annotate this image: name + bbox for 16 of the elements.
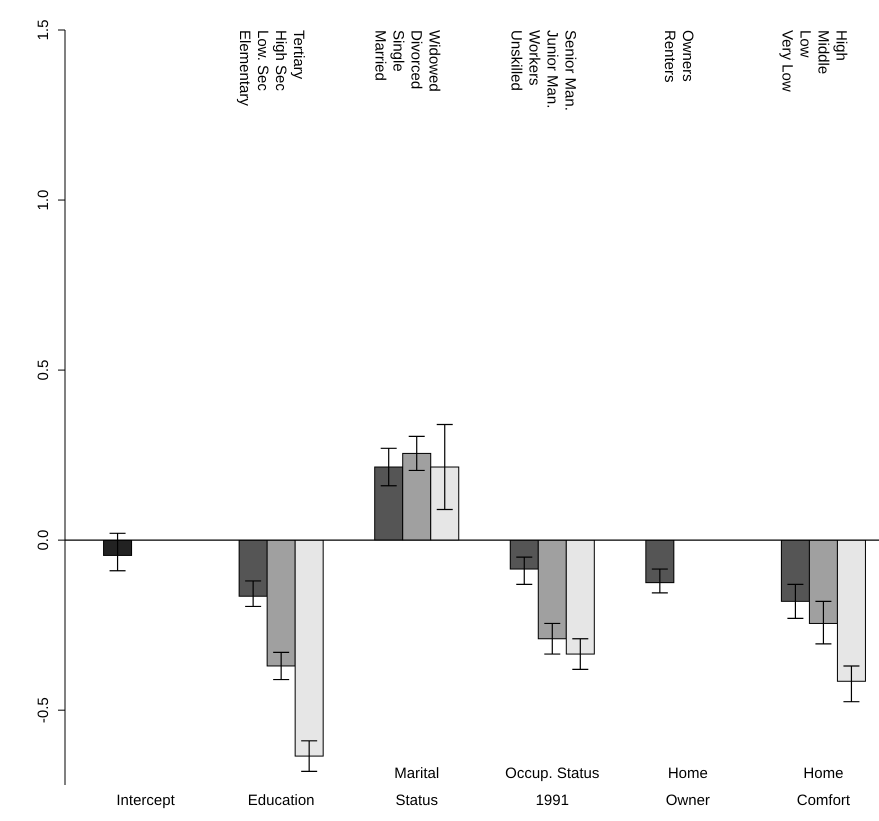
- x-tick-label: Home Comfort: [796, 765, 851, 809]
- y-tick-label: -0.5: [35, 697, 52, 724]
- annotation: Owners Renters: [660, 30, 696, 83]
- x-tick-label: Education: [248, 792, 315, 809]
- annotation: Tertiary High Sec Low. Sec Elementary: [236, 30, 308, 106]
- annotation: Senior Man. Junior Man. Workers Unskilled: [507, 30, 578, 111]
- y-tick-label: 1.0: [35, 190, 52, 210]
- annotation: Widowed Divorced Single Married: [372, 30, 443, 92]
- y-tick-label: 0.5: [35, 360, 52, 381]
- x-tick-label: Intercept: [116, 792, 176, 809]
- annotation: High Middle Low Very Low: [778, 30, 850, 92]
- y-tick-label: 1.5: [35, 20, 52, 40]
- x-tick-label: Occup. Status 1991: [505, 765, 600, 809]
- x-tick-label: Home Owner: [666, 765, 710, 809]
- y-tick-label: 0.0: [35, 530, 52, 551]
- x-tick-label: Marital Status: [394, 765, 440, 809]
